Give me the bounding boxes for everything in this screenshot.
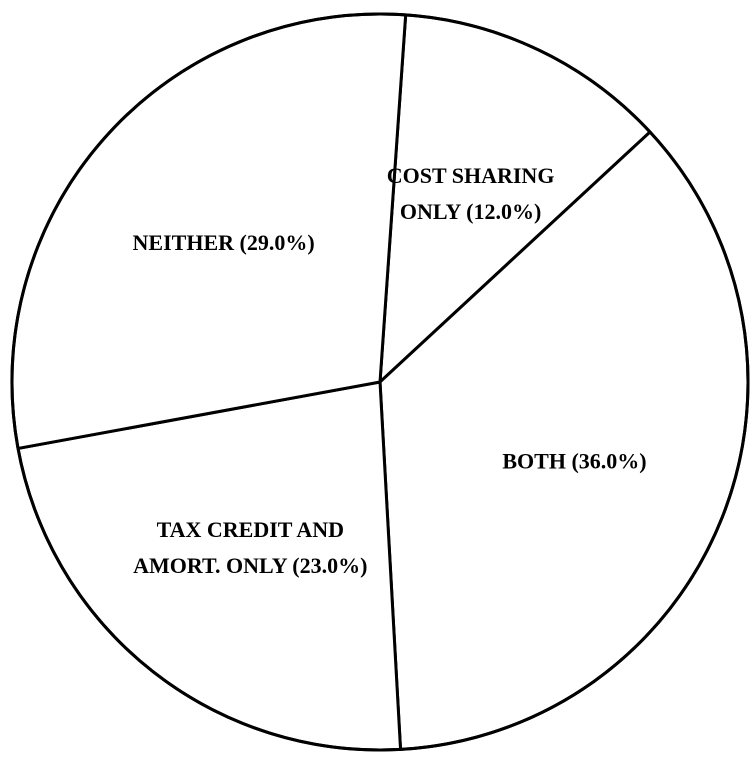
slice-label-line: COST SHARING bbox=[387, 163, 555, 188]
pie-outline bbox=[10, 12, 750, 752]
pie-slices bbox=[10, 12, 750, 752]
slice-label: BOTH (36.0%) bbox=[502, 449, 646, 474]
slice-label-line: AMORT. ONLY (23.0%) bbox=[133, 553, 367, 578]
slice-label-line: NEITHER (29.0%) bbox=[133, 230, 315, 255]
pie-labels: COST SHARING ONLY (12.0%) BOTH (36.0%) TAX … bbox=[133, 163, 647, 578]
slice-label-line: TAX CREDIT AND bbox=[157, 517, 344, 542]
slice-label-line: ONLY (12.0%) bbox=[400, 199, 541, 224]
slice-label-line: BOTH (36.0%) bbox=[502, 449, 646, 474]
slice-label: NEITHER (29.0%) bbox=[133, 230, 315, 255]
slice-label: TAX CREDIT AND AMORT. ONLY (23.0%) bbox=[133, 517, 367, 578]
slice-label: COST SHARING ONLY (12.0%) bbox=[387, 163, 555, 224]
